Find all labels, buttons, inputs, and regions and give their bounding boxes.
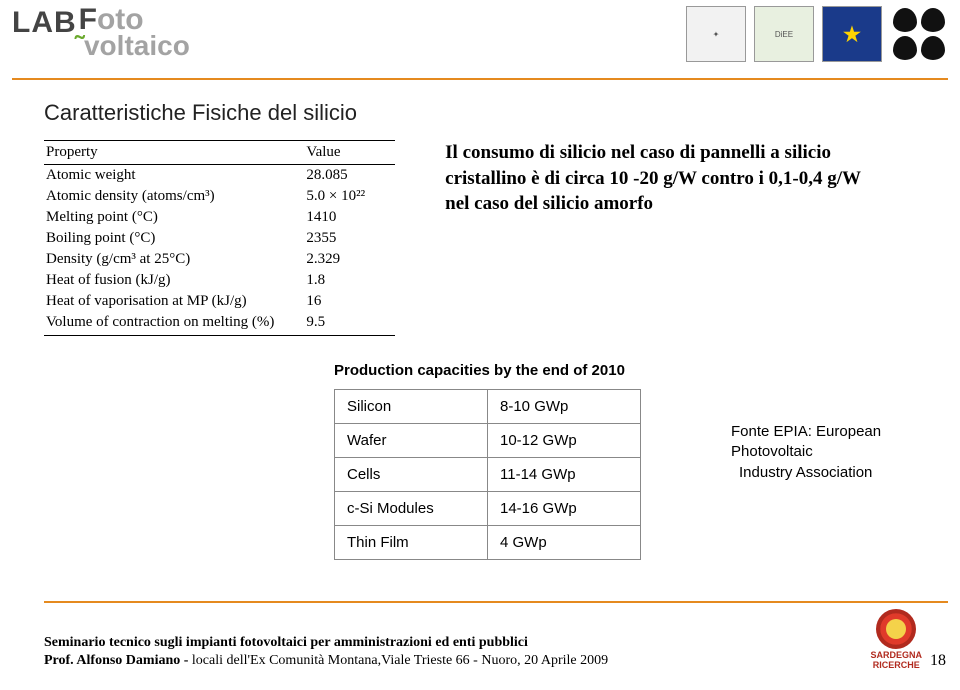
table-row: Heat of fusion (kJ/g)1.8 — [44, 270, 395, 291]
properties-table: Property Value Atomic weight28.085 Atomi… — [44, 140, 395, 336]
table-header-row: Property Value — [44, 141, 395, 165]
badge-diee: DiEE — [754, 6, 814, 62]
content-area: Caratteristiche Fisiche del silicio Prop… — [0, 80, 960, 560]
source-line1: Fonte EPIA: European Photovoltaic — [731, 422, 920, 463]
table-row: Cells11-14 GWp — [335, 458, 641, 492]
footer-line1: Seminario tecnico sugli impianti fotovol… — [44, 634, 608, 652]
header-badges: ✦ DiEE ★ — [686, 6, 948, 62]
row-props-and-lead: Property Value Atomic weight28.085 Atomi… — [44, 140, 920, 336]
source-line2: Industry Association — [731, 463, 920, 483]
capacity-table: Silicon8-10 GWp Wafer10-12 GWp Cells11-1… — [334, 389, 641, 560]
header: LAB Foto ˜voltaico ✦ DiEE ★ — [0, 0, 960, 80]
col-value: Value — [304, 141, 395, 165]
lead-paragraph: Il consumo di silicio nel caso di pannel… — [445, 140, 865, 217]
table-row: Atomic weight28.085 — [44, 165, 395, 187]
table-row: Thin Film4 GWp — [335, 526, 641, 560]
header-divider — [12, 78, 948, 80]
section-title: Caratteristiche Fisiche del silicio — [44, 100, 920, 126]
foto-text: Foto — [79, 6, 194, 33]
footer-divider — [44, 601, 948, 603]
table-row: Boiling point (°C)2355 — [44, 228, 395, 249]
table-row: Density (g/cm³ at 25°C)2.329 — [44, 249, 395, 270]
capacity-title: Production capacities by the end of 2010 — [334, 362, 641, 379]
footer: Seminario tecnico sugli impianti fotovol… — [0, 601, 960, 670]
table-row: Wafer10-12 GWp — [335, 424, 641, 458]
lab-text: LAB — [12, 6, 77, 40]
row-capacity-and-source: Production capacities by the end of 2010… — [334, 362, 920, 560]
table-row: Melting point (°C)1410 — [44, 207, 395, 228]
capacity-block: Production capacities by the end of 2010… — [334, 362, 641, 560]
gear-icon — [876, 609, 916, 649]
voltaico-text: ˜voltaico — [75, 33, 190, 58]
table-row: c-Si Modules14-16 GWp — [335, 492, 641, 526]
lab-foto-logo: LAB Foto ˜voltaico — [12, 6, 194, 58]
badge-eu: ★ — [822, 6, 882, 62]
footer-text: Seminario tecnico sugli impianti fotovol… — [44, 634, 608, 670]
table-row: Volume of contraction on melting (%)9.5 — [44, 312, 395, 336]
col-property: Property — [44, 141, 304, 165]
table-row: Heat of vaporisation at MP (kJ/g)16 — [44, 291, 395, 312]
source-text: Fonte EPIA: European Photovoltaic Indust… — [731, 422, 920, 483]
sardegna-label: SARDEGNA RICERCHE — [870, 651, 922, 670]
page-number: 18 — [930, 652, 946, 670]
badge-cagliari: ✦ — [686, 6, 746, 62]
footer-line2: Prof. Alfonso Damiano - locali dell'Ex C… — [44, 652, 608, 670]
table-row: Atomic density (atoms/cm³)5.0 × 10²² — [44, 186, 395, 207]
table-row: Silicon8-10 GWp — [335, 390, 641, 424]
badge-sardinia-flag — [890, 7, 948, 61]
sardegna-ricerche-badge: SARDEGNA RICERCHE — [870, 609, 922, 670]
